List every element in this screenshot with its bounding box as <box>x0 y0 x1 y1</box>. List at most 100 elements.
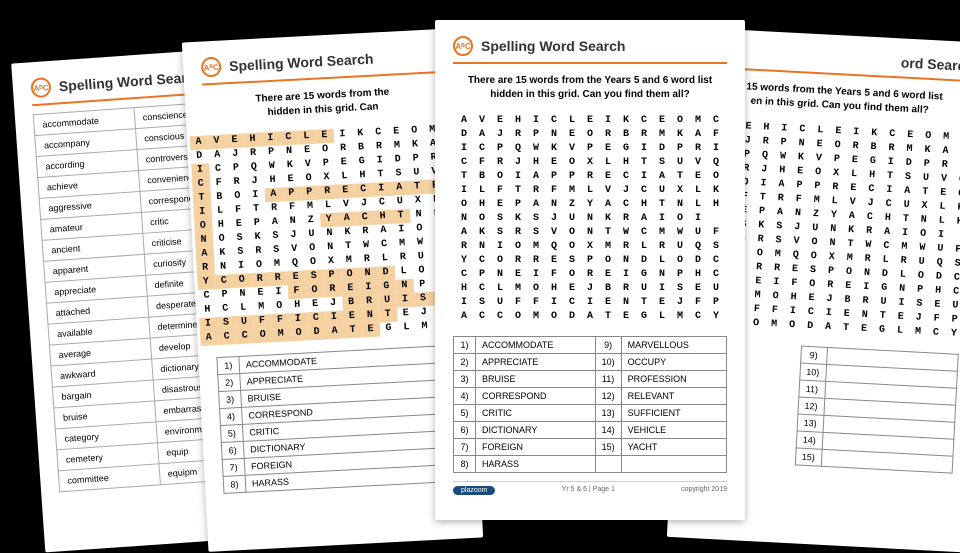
grid-cell: P <box>300 186 319 201</box>
grid-cell: O <box>805 236 824 251</box>
grid-cell: F <box>785 277 804 292</box>
grid-cell: Q <box>756 149 775 164</box>
grid-cell: E <box>491 198 509 212</box>
grid-cell: R <box>599 128 617 142</box>
grid-cell: T <box>192 191 211 206</box>
grid-cell: C <box>801 306 820 321</box>
grid-cell: V <box>545 226 563 240</box>
grid-cell: B <box>599 282 617 296</box>
grid-cell: Q <box>509 142 527 156</box>
grid-cell: R <box>491 156 509 170</box>
grid-cell: H <box>509 114 527 128</box>
brand-logo: plazoom <box>453 486 495 495</box>
grid-cell: W <box>859 238 878 253</box>
grid-cell: E <box>336 184 355 199</box>
grid-cell: P <box>808 180 827 195</box>
grid-cell: L <box>297 130 316 145</box>
grid-cell: J <box>545 212 563 226</box>
grid-cell: V <box>473 114 491 128</box>
grid-cell: Q <box>930 256 949 271</box>
word-num: 7) <box>454 439 476 456</box>
word-cell: CORRESPOND <box>476 388 596 405</box>
grid-cell: I <box>370 154 389 169</box>
grid-cell: K <box>617 114 635 128</box>
grid-cell: N <box>491 268 509 282</box>
grid-cell: T <box>247 202 266 217</box>
grid-cell: O <box>914 227 933 242</box>
grid-cell: V <box>787 235 806 250</box>
grid-cell: H <box>773 164 792 179</box>
grid-cell: O <box>340 268 359 283</box>
grid-cell: P <box>581 254 599 268</box>
grid-cell: F <box>527 296 545 310</box>
grid-cell: I <box>953 159 960 174</box>
grid-cell: M <box>840 252 859 267</box>
grid-cell: E <box>298 144 317 159</box>
grid-cell: A <box>878 225 897 240</box>
grid-cell: M <box>689 114 707 128</box>
grid-cell: C <box>883 128 902 143</box>
grid-cell: A <box>337 212 356 227</box>
grid-cell: J <box>581 282 599 296</box>
abc-logo-icon: AᴮC <box>453 36 473 56</box>
word-cell: DICTIONARY <box>476 422 596 439</box>
grid-cell: P <box>790 179 809 194</box>
grid-cell: R <box>509 254 527 268</box>
grid-cell: E <box>225 133 244 148</box>
grid-cell: R <box>689 142 707 156</box>
grid-cell: O <box>563 226 581 240</box>
grid-cell: N <box>233 287 252 302</box>
table-row: 3)BRUISE11)PROFESSION <box>454 371 727 388</box>
grid-cell: H <box>527 156 545 170</box>
grid-cell: T <box>599 226 617 240</box>
grid-cell: C <box>354 183 373 198</box>
grid-cell: E <box>599 296 617 310</box>
grid-cell: N <box>914 213 933 228</box>
grid-cell: P <box>671 142 689 156</box>
grid-cell: G <box>617 142 635 156</box>
grid-cell: X <box>827 167 846 182</box>
grid-cell: F <box>545 184 563 198</box>
grid-cell: M <box>653 128 671 142</box>
word-num: 9) <box>595 337 621 354</box>
grid-cell: J <box>414 306 433 321</box>
grid-cell: S <box>304 269 323 284</box>
grid-cell: E <box>343 310 362 325</box>
grid-cell: G <box>635 310 653 324</box>
word-num: 3) <box>219 390 242 408</box>
grid-cell: E <box>653 114 671 128</box>
grid-cell: L <box>234 301 253 316</box>
grid-cell: A <box>842 210 861 225</box>
grid-cell: N <box>194 233 213 248</box>
word-num: 12) <box>595 388 621 405</box>
grid-cell: F <box>209 176 228 191</box>
grid-cell: N <box>823 237 842 252</box>
grid-cell: C <box>191 177 210 192</box>
table-row: 4)CORRESPOND12)RELEVANT <box>454 388 727 405</box>
word-num: 7) <box>222 458 245 476</box>
grid-cell: E <box>839 279 858 294</box>
grid-cell: C <box>197 289 216 304</box>
grid-cell: N <box>395 279 414 294</box>
grid-cell: S <box>707 240 725 254</box>
grid-cell: I <box>261 132 280 147</box>
grid-cell: P <box>509 198 527 212</box>
grid-cell: K <box>752 219 771 234</box>
grid-cell: M <box>765 318 784 333</box>
grid-cell: C <box>707 268 725 282</box>
instructions: There are 15 words from thehidden in thi… <box>203 83 443 123</box>
word-list-table: 1)ACCOMMODATE2)APPRECIATE3)BRUISE4)CORRE… <box>216 345 462 494</box>
grid-cell: P <box>827 153 846 168</box>
grid-cell: H <box>353 169 372 184</box>
grid-cell: O <box>804 250 823 265</box>
grid-cell: H <box>617 156 635 170</box>
grid-cell: R <box>265 201 284 216</box>
grid-cell: P <box>262 146 281 161</box>
grid-cell: G <box>353 155 372 170</box>
grid-cell: E <box>689 282 707 296</box>
grid-cell: H <box>929 284 948 299</box>
grid-cell: N <box>789 207 808 222</box>
grid-cell: F <box>287 284 306 299</box>
word-cell: YACHT <box>621 439 726 456</box>
grid-cell: V <box>599 184 617 198</box>
